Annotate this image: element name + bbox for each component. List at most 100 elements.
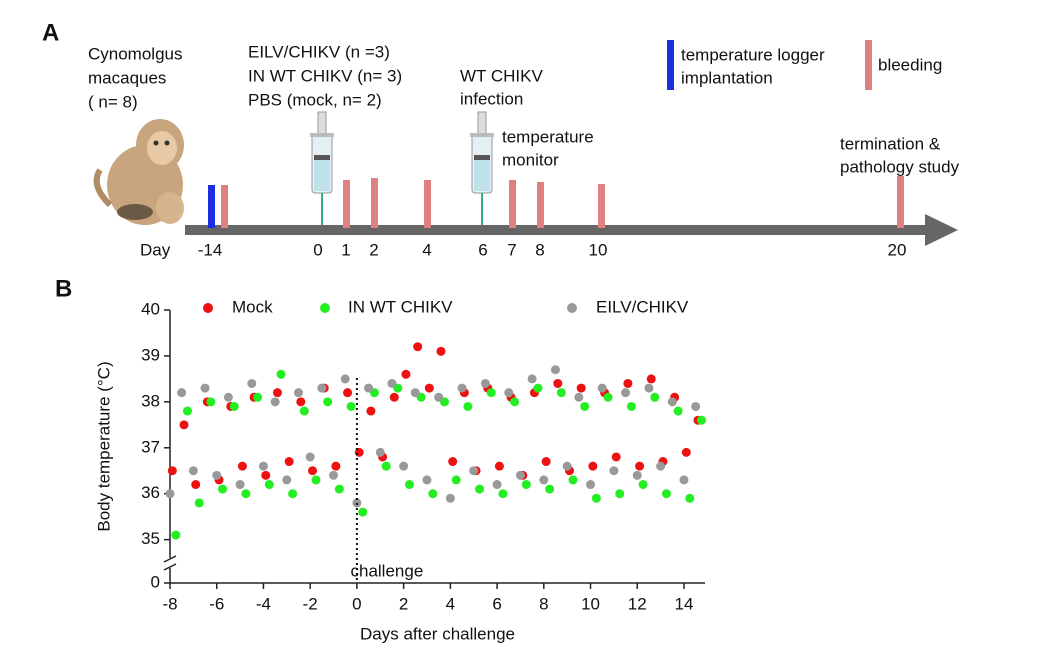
data-point [504,388,514,398]
data-point [191,480,201,490]
data-point [401,369,411,379]
data-point [317,383,327,393]
data-point [498,489,508,499]
data-point [679,475,689,485]
data-point [308,466,318,476]
x-tick-label: -4 [256,594,271,613]
x-tick-label: 6 [492,594,501,613]
day-tick-label: -14 [198,240,223,259]
day-tick-label: 6 [478,240,487,259]
subject-text: ( n= 8) [88,92,138,111]
data-point [167,466,177,476]
data-point [293,388,303,398]
data-point [284,457,294,467]
data-point [541,457,551,467]
x-tick-label: -8 [162,594,177,613]
data-point [611,452,621,462]
day-tick-label: 20 [888,240,907,259]
data-point [264,480,274,490]
data-point [451,475,461,485]
data-point [527,374,537,384]
legend-label: IN WT CHIKV [348,297,453,316]
data-point [667,397,677,407]
data-point [261,470,271,480]
data-point [270,397,280,407]
data-point [165,489,175,499]
data-point [311,475,321,485]
bleeding-bar [424,180,431,228]
data-point [381,461,391,471]
data-point [685,493,695,503]
data-point [229,401,239,411]
data-point [424,383,434,393]
logger-bar [208,185,215,228]
data-point [183,406,193,416]
bleeding-key [865,40,872,90]
data-point [457,383,467,393]
group-text: PBS (mock, n= 2) [248,90,382,109]
logger-text: implantation [681,68,773,87]
day-label: Day [140,240,171,259]
x-tick-label: 12 [628,594,647,613]
timeline-axis [185,225,930,235]
data-point [413,342,423,352]
data-point [635,461,645,471]
data-point [177,388,187,398]
data-point [588,461,598,471]
x-tick-label: 4 [446,594,455,613]
bleeding-bar [537,182,544,228]
axis-break [163,555,177,563]
data-point [188,466,198,476]
syringe [470,111,494,225]
y-tick-label: 0 [151,572,160,591]
data-point [387,378,397,388]
group-text: EILV/CHIKV (n =3) [248,42,390,61]
data-point [656,461,666,471]
data-point [364,383,374,393]
monkey-illustration [93,119,184,225]
data-point [206,397,216,407]
day-labels: -14 0 1 2 4 6 7 8 10 20 [198,240,907,259]
data-point [603,392,613,402]
x-tick-label: 0 [352,594,361,613]
y-tick-label: 35 [141,529,160,548]
data-point [515,470,525,480]
data-point [568,475,578,485]
data-point [358,507,368,517]
data-point [673,406,683,416]
day-tick-label: 1 [341,240,350,259]
day-tick-label: 2 [369,240,378,259]
data-point [576,383,586,393]
data-point [410,388,420,398]
data-point [296,397,306,407]
data-point [334,484,344,494]
legend-marker [320,303,330,313]
axis-break [163,563,177,571]
data-point [352,498,362,508]
data-point [389,392,399,402]
data-point [436,346,446,356]
data-point [340,374,350,384]
data-point [661,489,671,499]
logger-text: temperature logger [681,45,825,64]
y-tick-label: 36 [141,483,160,502]
infection-text: infection [460,89,523,108]
data-point [586,480,596,490]
timeline-arrow [925,214,958,246]
data-point [241,489,251,499]
data-point [623,378,633,388]
data-point [562,461,572,471]
data-point [346,401,356,411]
y-tick-label: 37 [141,437,160,456]
bleeding-bar [221,185,228,228]
data-point [475,484,485,494]
data-point [253,392,263,402]
legend-label: Mock [232,297,273,316]
group-text: IN WT CHIKV (n= 3) [248,66,402,85]
data-point [545,484,555,494]
termination-text: pathology study [840,157,960,176]
data-point [510,397,520,407]
x-tick-label: 2 [399,594,408,613]
panel-label: A [42,19,59,46]
